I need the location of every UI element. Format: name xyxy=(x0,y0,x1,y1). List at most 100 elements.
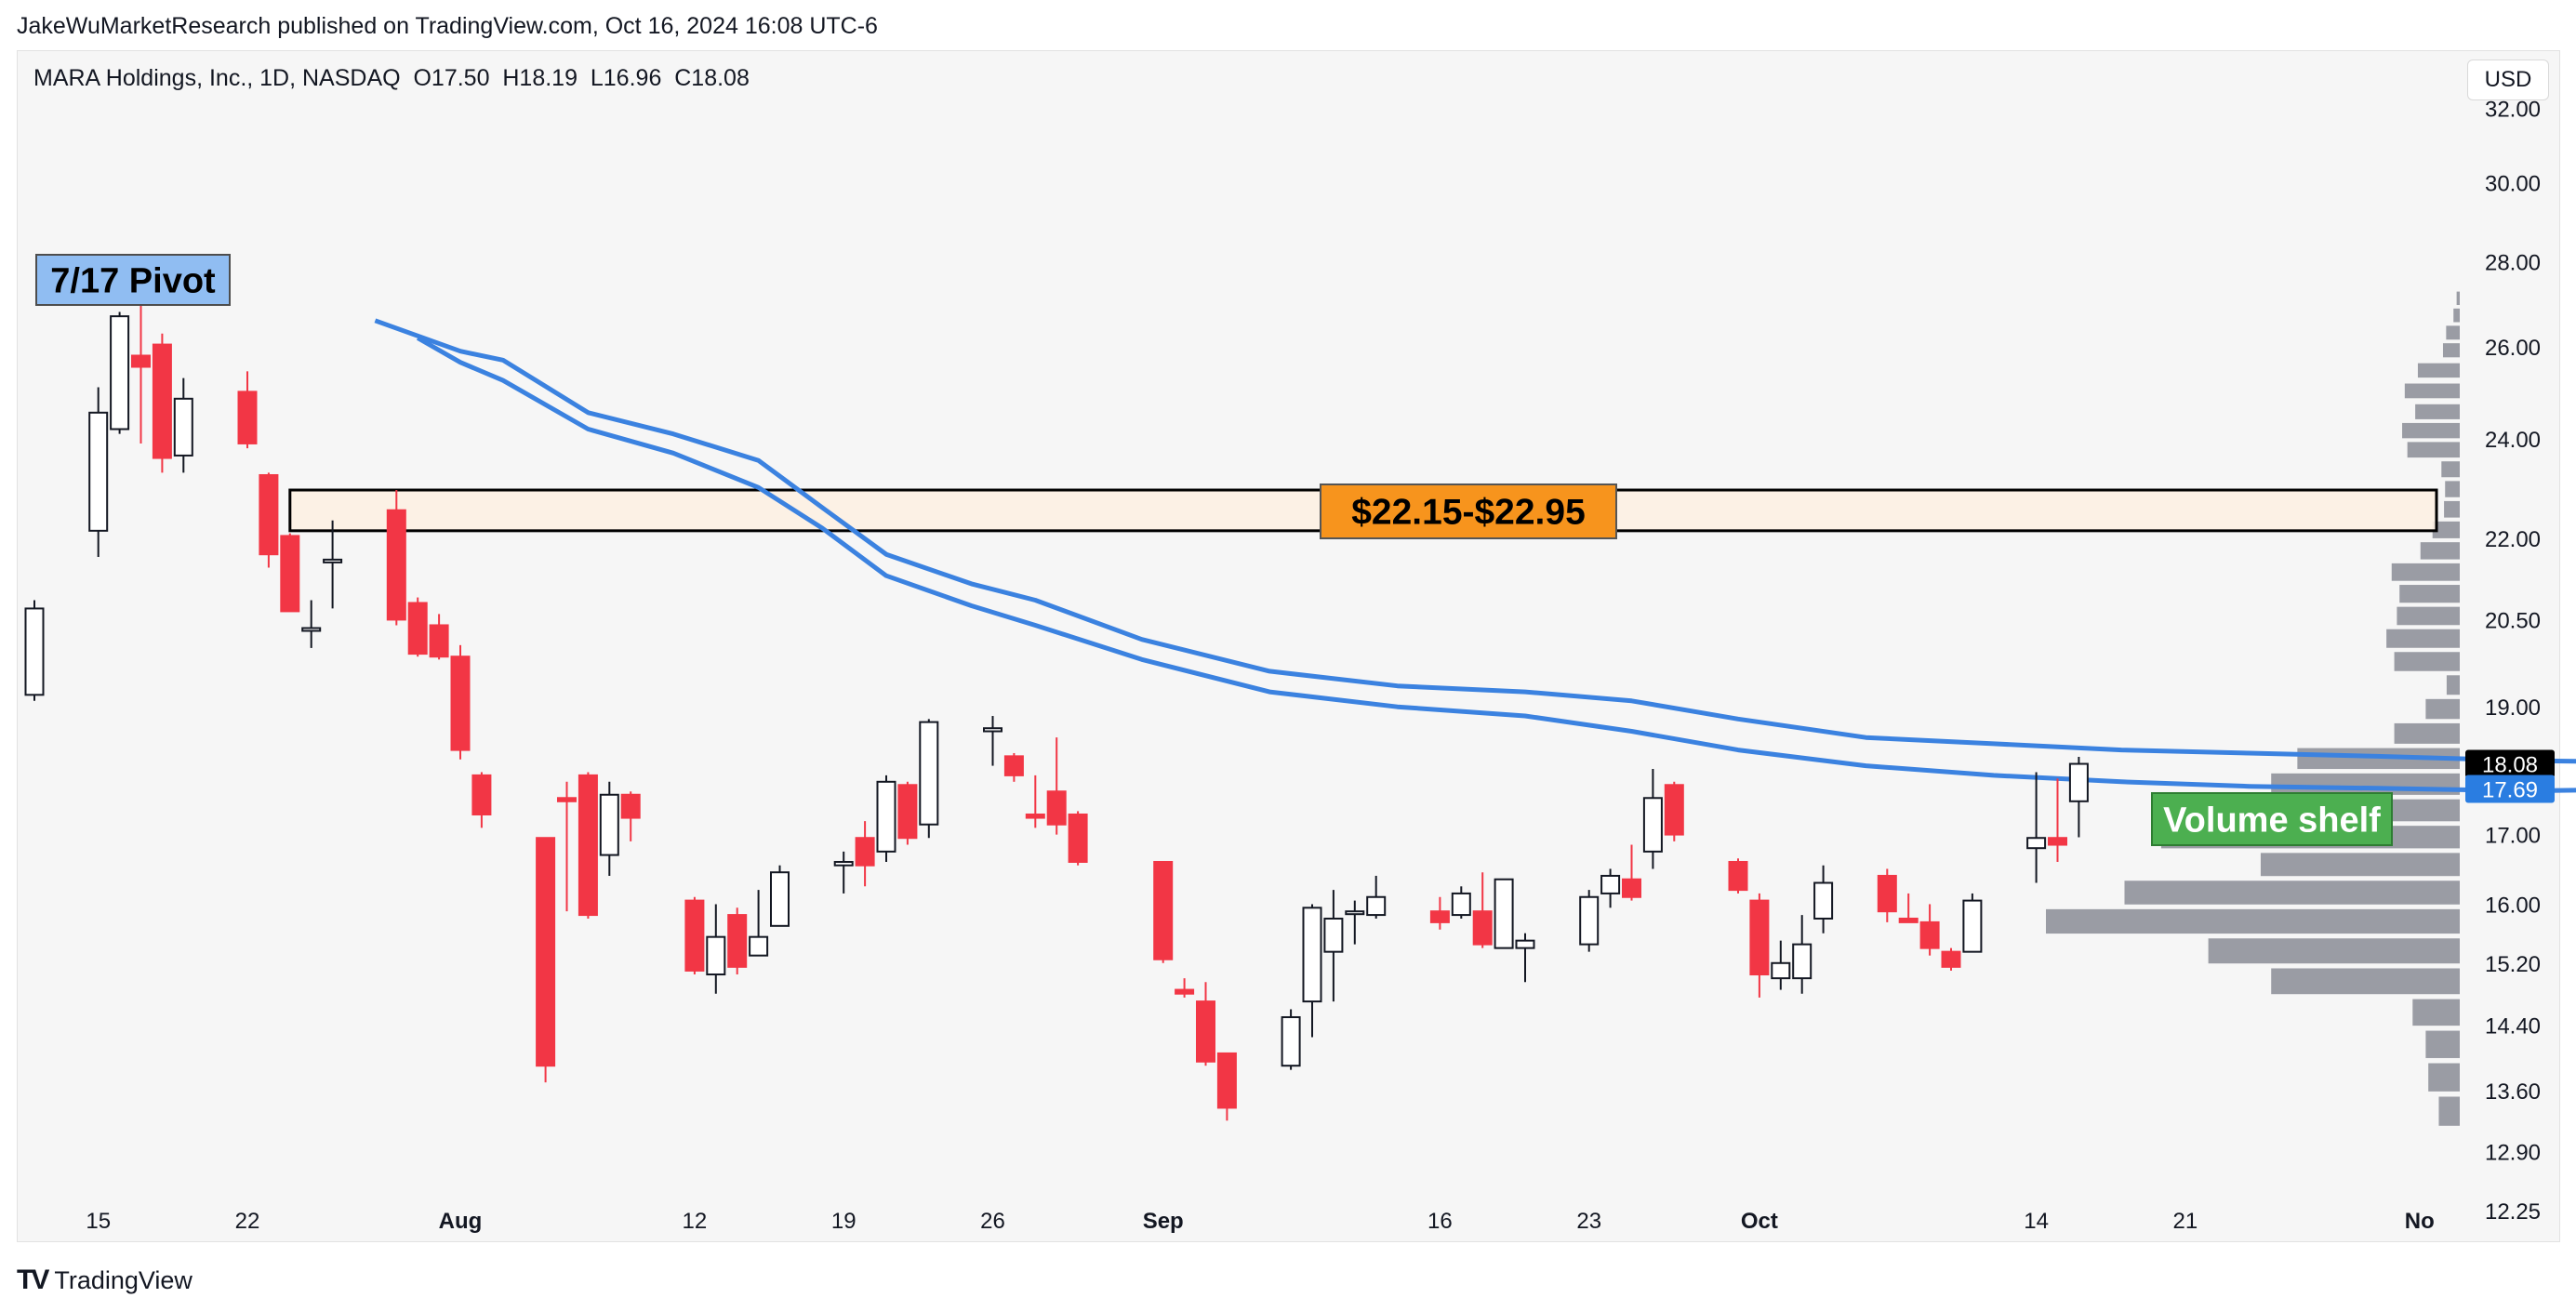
candle-body xyxy=(536,837,556,1067)
x-tick-label: 19 xyxy=(831,1209,856,1234)
candle-body xyxy=(1813,881,1834,920)
y-tick-label: 12.25 xyxy=(2485,1199,2541,1225)
x-tick-label: Sep xyxy=(1143,1209,1184,1234)
candle xyxy=(2048,778,2067,862)
volume-profile-bar xyxy=(2425,698,2460,720)
candle xyxy=(536,837,556,1083)
candle-body xyxy=(280,535,300,613)
volume-profile-bar xyxy=(2124,881,2460,905)
candle-body xyxy=(1472,910,1493,946)
candle-body xyxy=(471,774,492,815)
candle-body xyxy=(24,607,45,696)
candle-body xyxy=(1728,860,1748,892)
candle xyxy=(1323,890,1344,1002)
candle xyxy=(897,781,918,845)
candle xyxy=(706,904,726,994)
y-tick-label: 14.40 xyxy=(2485,1014,2541,1040)
tradingview-footer[interactable]: TV TradingView xyxy=(17,1265,193,1296)
volume-profile-bar xyxy=(2404,383,2460,399)
volume-profile-bar xyxy=(2046,908,2460,934)
candle xyxy=(684,896,705,975)
candle xyxy=(110,311,130,434)
y-tick-label: 12.90 xyxy=(2485,1140,2541,1165)
candle xyxy=(1281,1009,1301,1070)
candle-body xyxy=(855,837,875,867)
tradingview-brand: TradingView xyxy=(54,1265,193,1294)
candle-body xyxy=(88,411,109,532)
volume-profile xyxy=(2046,291,2460,1126)
volume-profile-bar xyxy=(2271,773,2460,795)
candle-body xyxy=(386,509,406,621)
y-tick-label: 22.00 xyxy=(2485,527,2541,552)
candle-body xyxy=(450,656,471,751)
candle-body xyxy=(578,774,598,917)
volume-profile-bar xyxy=(2428,1063,2460,1092)
candle xyxy=(429,614,449,660)
candle xyxy=(1216,1052,1237,1121)
candle xyxy=(323,520,343,609)
candle-body xyxy=(1792,943,1812,980)
candle-body xyxy=(1494,878,1514,949)
candle-body xyxy=(1003,755,1024,776)
candle xyxy=(1515,933,1535,983)
volume-profile-bar xyxy=(2442,343,2460,358)
candle-body xyxy=(1153,860,1174,960)
candle xyxy=(1494,878,1514,949)
pivot-annotation-box xyxy=(35,254,231,306)
candle xyxy=(1003,752,1024,782)
candle xyxy=(1622,844,1641,901)
candle xyxy=(407,597,428,657)
x-tick-label: 22 xyxy=(235,1209,260,1234)
volume-profile-bar xyxy=(2417,363,2460,378)
candle-body xyxy=(1941,950,1961,968)
volume-profile-bar xyxy=(2412,999,2460,1026)
candle-body xyxy=(301,627,322,632)
candle xyxy=(1792,915,1812,994)
x-tick-label: 21 xyxy=(2173,1209,2198,1234)
candle-body xyxy=(1919,920,1940,949)
candle-body xyxy=(110,315,130,430)
candle xyxy=(1579,890,1600,952)
x-tick-label: No xyxy=(2405,1209,2435,1234)
volume-shelf-annotation-text: Volume shelf xyxy=(2163,801,2381,840)
candle xyxy=(919,719,939,839)
candle xyxy=(1196,982,1215,1066)
candle xyxy=(237,371,258,449)
candle-body xyxy=(599,793,619,856)
x-tick-label: 23 xyxy=(1576,1209,1601,1234)
candle xyxy=(1046,737,1067,835)
candle xyxy=(1429,896,1450,930)
y-tick-label: 28.00 xyxy=(2485,250,2541,275)
y-tick-label: 26.00 xyxy=(2485,336,2541,361)
candle xyxy=(88,387,109,558)
candle-body xyxy=(1302,907,1322,1003)
candle xyxy=(1919,904,1940,956)
volume-profile-bar xyxy=(2420,542,2460,560)
candle-body xyxy=(1025,813,1045,819)
candle xyxy=(1962,893,1983,953)
volume-profile-bar xyxy=(2438,1096,2460,1126)
candle xyxy=(1302,904,1322,1038)
y-tick-label: 19.00 xyxy=(2485,695,2541,721)
volume-profile-bar xyxy=(2432,521,2460,538)
candle xyxy=(301,600,322,648)
currency-button[interactable]: USD xyxy=(2467,60,2549,100)
candle xyxy=(471,772,492,828)
candle-body xyxy=(237,391,258,444)
price-label-badge xyxy=(2465,749,2555,778)
candle-body xyxy=(1281,1015,1301,1067)
volume-profile-bar xyxy=(2425,1030,2460,1058)
volume-profile-bar xyxy=(2446,325,2460,340)
candle xyxy=(152,333,172,473)
tradingview-logo-icon: TV xyxy=(17,1265,49,1295)
candle xyxy=(749,890,769,957)
candle xyxy=(1025,775,1045,828)
candle-body xyxy=(152,343,172,459)
candle xyxy=(1813,865,1834,934)
candle xyxy=(450,644,471,760)
candle xyxy=(1175,978,1195,998)
candle xyxy=(557,781,577,912)
candle xyxy=(1472,872,1493,948)
candle-body xyxy=(259,473,279,556)
